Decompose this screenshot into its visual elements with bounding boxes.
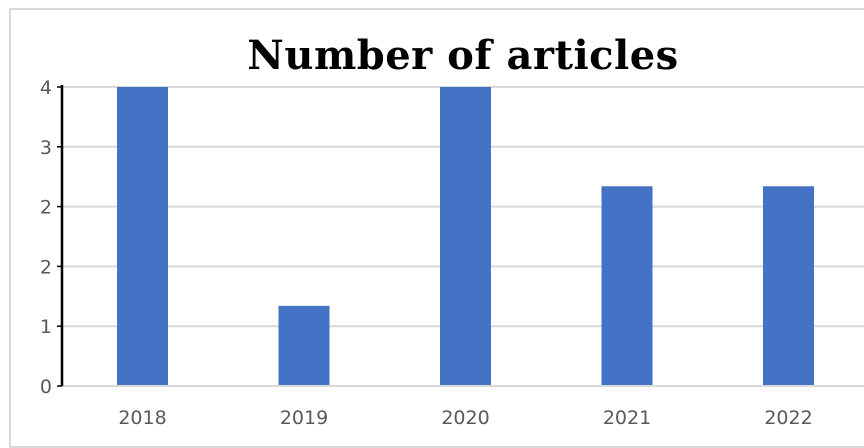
y-tick-label: 2 xyxy=(40,197,52,219)
y-tick-label: 0 xyxy=(40,376,52,398)
bar-2020 xyxy=(440,87,491,386)
y-tick-label: 4 xyxy=(40,77,52,99)
y-tick-labels: 0 1 2 2 3 4 xyxy=(40,77,52,398)
x-tick-label: 2020 xyxy=(441,407,489,429)
bar-chart: 0 1 2 2 3 4 2018 2019 2020 2021 2022 xyxy=(40,77,864,429)
y-tick-label: 1 xyxy=(40,316,52,338)
bar-2022 xyxy=(763,186,814,386)
x-tick-label: 2021 xyxy=(603,407,651,429)
x-tick-label: 2022 xyxy=(764,407,812,429)
bar-2021 xyxy=(601,186,653,386)
chart-title: Number of articles xyxy=(247,32,679,79)
axes xyxy=(57,85,864,387)
bars xyxy=(117,87,814,386)
y-tick-label: 3 xyxy=(40,137,52,159)
x-tick-label: 2018 xyxy=(118,407,166,429)
x-tick-labels: 2018 2019 2020 2021 2022 xyxy=(118,407,812,429)
x-tick-label: 2019 xyxy=(280,407,328,429)
bar-2019 xyxy=(278,305,330,386)
bar-2018 xyxy=(117,87,168,386)
y-tick-label: 2 xyxy=(40,256,52,278)
